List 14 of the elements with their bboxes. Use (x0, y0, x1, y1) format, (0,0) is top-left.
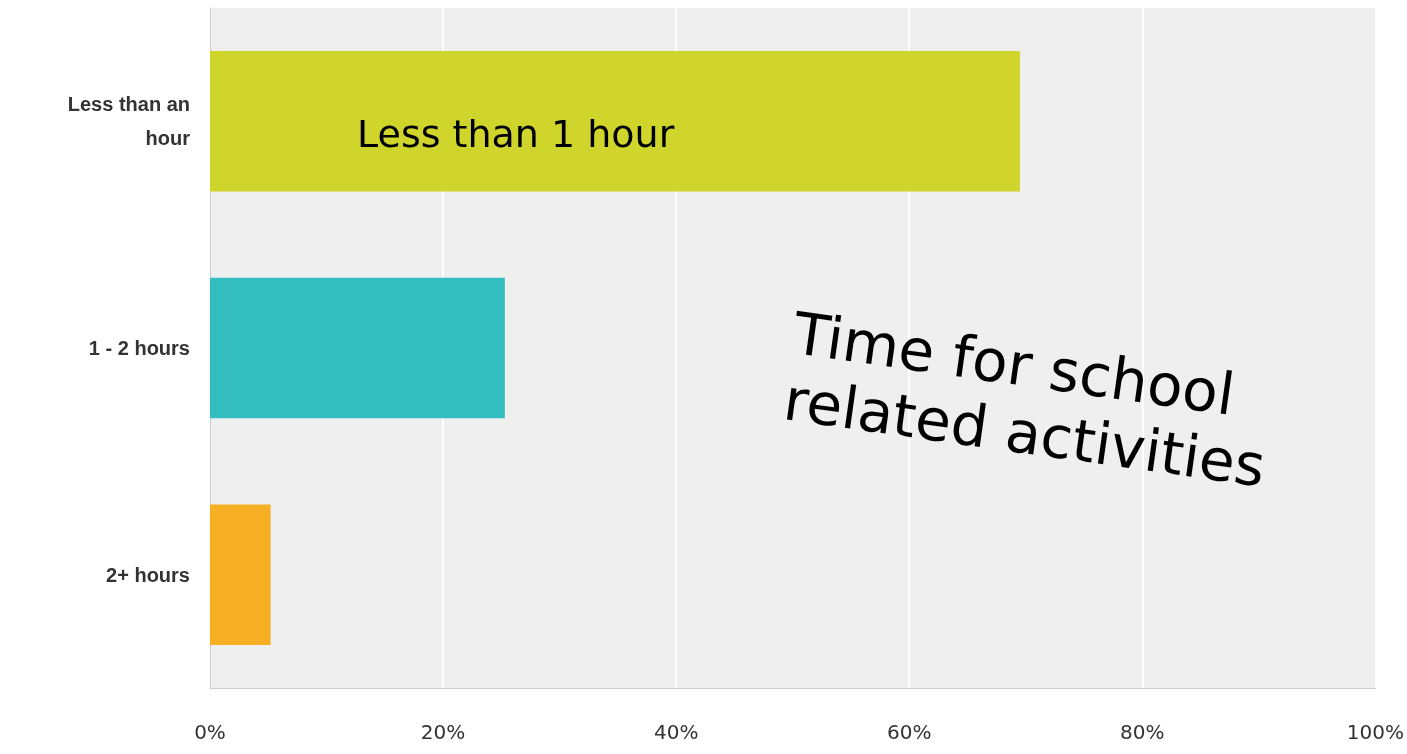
annotation: Time for school related activities (779, 299, 1270, 501)
annotation: Less than 1 hour (357, 111, 675, 156)
bar (210, 277, 505, 419)
x-tick-label: 20% (420, 720, 466, 744)
y-tick-label: Less than an hour (67, 93, 191, 150)
bar (210, 504, 271, 645)
x-tick-label: 80% (1120, 720, 1165, 744)
x-tick-label: 40% (653, 720, 699, 744)
x-tick-label: 60% (887, 720, 932, 744)
x-tick-label: 100% (1346, 720, 1404, 744)
y-tick-label: 2+ hours (106, 563, 190, 586)
bar (210, 51, 1020, 192)
x-tick-label: 0% (194, 720, 226, 744)
y-tick-label: 1 - 2 hours (88, 337, 190, 359)
